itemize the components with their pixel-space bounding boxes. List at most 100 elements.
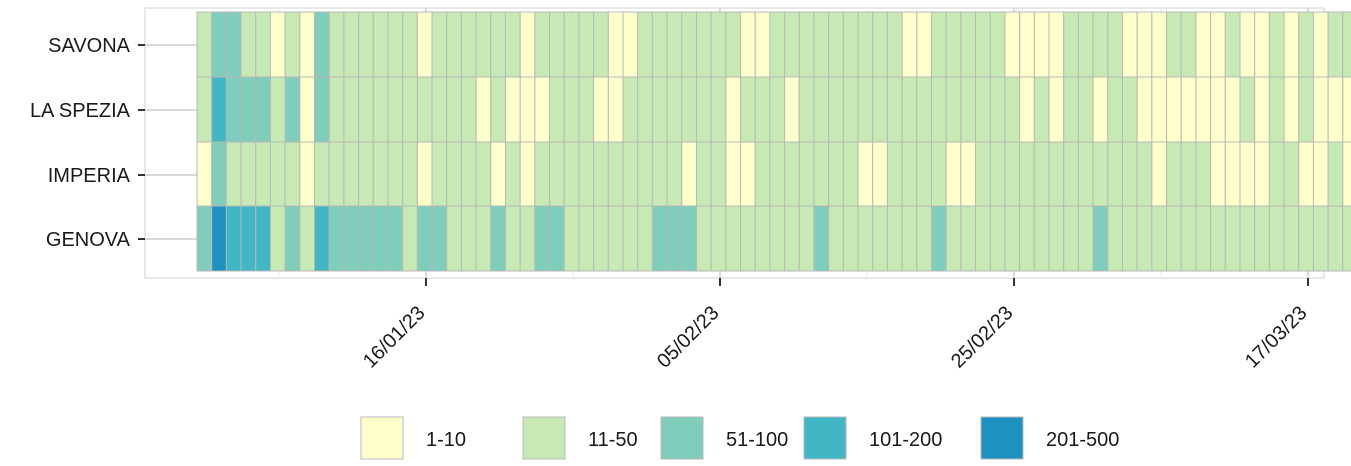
legend-label: 11-50 (588, 429, 638, 451)
heatmap-cell (1092, 76, 1109, 143)
heatmap-cell (769, 11, 786, 78)
heatmap-cell (1151, 76, 1168, 143)
heatmap-cell (1136, 11, 1153, 78)
heatmap-cell (314, 205, 330, 272)
heatmap-cell (1166, 11, 1182, 78)
heatmap-cell (534, 205, 551, 272)
heatmap-cell (754, 205, 771, 272)
heatmap-cell (593, 141, 609, 208)
heatmap-cell (798, 141, 815, 208)
heatmap-cell (240, 205, 257, 272)
y-tick-label: GENOVA (46, 229, 131, 251)
heatmap-cell (813, 76, 830, 143)
heatmap-cell (416, 205, 433, 272)
heatmap-cell (255, 76, 271, 143)
heatmap-cell (519, 141, 536, 208)
heatmap-cell (740, 205, 756, 272)
heatmap-cell (1312, 76, 1329, 143)
heatmap-cell (446, 11, 462, 78)
heatmap-cell (343, 11, 360, 78)
heatmap-cell (622, 11, 639, 78)
heatmap-cell (431, 141, 448, 208)
y-tick-label: IMPERIA (48, 165, 131, 187)
heatmap-cell (1180, 76, 1197, 143)
heatmap-cell (593, 76, 609, 143)
heatmap-cell (710, 141, 727, 208)
heatmap-cell (225, 205, 242, 272)
heatmap-cell (416, 11, 433, 78)
heatmap-cell (1019, 11, 1035, 78)
heatmap-cell (269, 11, 286, 78)
heatmap-cell (989, 11, 1006, 78)
legend-key-swatch (360, 416, 404, 460)
heatmap-cell (1077, 205, 1094, 272)
heatmap-cell (1033, 11, 1050, 78)
y-axis: SAVONA LA SPEZIA IMPERIA GENOVA (30, 35, 145, 251)
heatmap-cell (196, 11, 213, 78)
heatmap-cell (269, 141, 286, 208)
heatmap-cell (813, 11, 830, 78)
legend-label: 201-500 (1046, 429, 1119, 451)
heatmap-cell (1327, 76, 1344, 143)
heatmap-cell (328, 141, 345, 208)
heatmap-cell (299, 76, 316, 143)
heatmap-cell (1239, 205, 1256, 272)
heatmap-cell (211, 11, 227, 78)
heatmap-cell (1166, 205, 1182, 272)
heatmap-cell (1224, 141, 1241, 208)
heatmap-cell (1342, 76, 1351, 143)
heatmap-cell (637, 141, 653, 208)
heatmap-cell (828, 141, 844, 208)
heatmap-cell (1298, 11, 1314, 78)
heatmap-cell (622, 141, 639, 208)
heatmap-cell (1048, 76, 1065, 143)
heatmap-cell (725, 205, 742, 272)
heatmap-cell (1092, 205, 1109, 272)
heatmap-cell (1180, 11, 1197, 78)
heatmap-cell (328, 76, 345, 143)
heatmap-cell (1048, 11, 1065, 78)
heatmap-cell (607, 76, 624, 143)
heatmap-cell (1121, 76, 1138, 143)
heatmap-cell (578, 76, 595, 143)
heatmap-cell (1151, 205, 1168, 272)
heatmap-cell (1195, 141, 1212, 208)
heatmap-cell (504, 11, 521, 78)
heatmap-cell (343, 205, 360, 272)
heatmap-cell (1151, 141, 1168, 208)
heatmap-cell (1121, 141, 1138, 208)
heatmap-cell (828, 205, 844, 272)
heatmap-cell (299, 141, 316, 208)
heatmap-cell (813, 205, 830, 272)
heatmap-cell (578, 11, 595, 78)
heatmap-cell (196, 205, 213, 272)
heatmap-cell (945, 141, 962, 208)
heatmap-cell (1107, 205, 1123, 272)
heatmap-cell (857, 76, 874, 143)
legend-label: 1-10 (426, 429, 466, 451)
heatmap-cell (196, 141, 213, 208)
heatmap-cell (1342, 11, 1351, 78)
heatmap-cell (798, 205, 815, 272)
heatmap-cell (754, 11, 771, 78)
heatmap-cell (387, 76, 404, 143)
heatmap-cell (1342, 205, 1351, 272)
heatmap-cell (710, 205, 727, 272)
heatmap-cell (299, 205, 316, 272)
heatmap-cell (1019, 76, 1035, 143)
heatmap-cell (475, 205, 492, 272)
heatmap-cell (1298, 205, 1314, 272)
heatmap-cell (211, 76, 227, 143)
heatmap-cell (989, 76, 1006, 143)
heatmap-cell (343, 76, 360, 143)
heatmap-cell (460, 205, 477, 272)
heatmap-cell (710, 76, 727, 143)
heatmap-cell (1224, 76, 1241, 143)
heatmap-cell (358, 141, 374, 208)
heatmap-cell (725, 141, 742, 208)
heatmap-cell (886, 76, 903, 143)
heatmap-cell (901, 76, 918, 143)
heatmap-cell (651, 205, 668, 272)
heatmap-cell (695, 11, 712, 78)
